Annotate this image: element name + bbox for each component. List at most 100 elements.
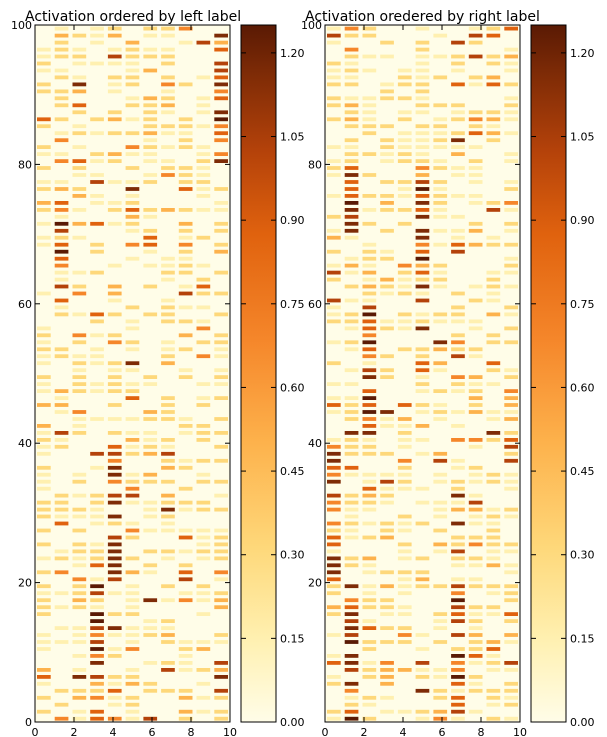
heatmap-cell: [486, 605, 501, 610]
heatmap-cell: [327, 472, 341, 477]
heatmap-cell: [214, 507, 228, 512]
heatmap-cell: [178, 570, 193, 575]
heatmap-cell: [54, 354, 69, 359]
heatmap-cell: [214, 96, 228, 101]
heatmap-cell: [433, 368, 448, 373]
heatmap-cell: [468, 145, 483, 149]
heatmap-cell: [37, 709, 51, 714]
heatmap-cell: [362, 354, 377, 359]
heatmap-cell: [143, 410, 158, 414]
heatmap-cell: [214, 82, 228, 87]
heatmap-cell: [451, 472, 465, 477]
heatmap-cell: [486, 563, 501, 568]
heatmap-cell: [178, 528, 193, 533]
heatmap-cell: [196, 458, 211, 463]
heatmap-cell: [344, 702, 359, 707]
heatmap-cell: [380, 194, 394, 198]
heatmap-cell: [54, 54, 69, 59]
heatmap-cell: [504, 117, 518, 122]
heatmap-cell: [362, 675, 377, 679]
heatmap-cell: [196, 493, 211, 498]
heatmap-cell: [486, 486, 501, 491]
heatmap-cell: [433, 507, 448, 512]
heatmap-cell: [344, 695, 359, 700]
heatmap-cell: [468, 75, 483, 80]
heatmap-cell: [433, 263, 448, 268]
heatmap-cell: [344, 612, 359, 616]
heatmap-cell: [433, 605, 448, 610]
heatmap-cell: [196, 535, 211, 540]
heatmap-cell: [196, 403, 211, 407]
heatmap-cell: [125, 221, 140, 226]
heatmap-cell: [468, 479, 483, 484]
heatmap-cell: [90, 201, 104, 205]
heatmap-cell: [161, 668, 175, 672]
heatmap-cell: [107, 598, 122, 603]
heatmap-cell: [468, 298, 483, 303]
colorbar-tick-label: 0.90: [280, 214, 305, 227]
heatmap-cell: [380, 410, 394, 414]
heatmap-cell: [451, 382, 465, 386]
heatmap-cell: [37, 221, 51, 226]
heatmap-cell: [37, 277, 51, 282]
heatmap-cell: [143, 54, 158, 59]
heatmap-cell: [72, 131, 87, 136]
heatmap-cell: [72, 598, 87, 603]
heatmap-cell: [54, 68, 69, 73]
heatmap-cell: [90, 681, 104, 686]
heatmap-cell: [380, 640, 394, 644]
heatmap-cell: [107, 702, 122, 707]
heatmap-cell: [107, 472, 122, 477]
heatmap-cell: [415, 228, 430, 233]
heatmap-cell: [54, 431, 69, 435]
heatmap-cell: [125, 340, 140, 345]
heatmap-cell: [362, 256, 377, 261]
heatmap-cell: [362, 96, 377, 101]
heatmap-cell: [143, 68, 158, 73]
heatmap-cell: [54, 702, 69, 707]
heatmap-cell: [327, 716, 341, 721]
heatmap-cell: [397, 403, 412, 407]
heatmap-cell: [344, 145, 359, 149]
heatmap-cell: [415, 354, 430, 359]
heatmap-cell: [504, 458, 518, 463]
heatmap-cell: [161, 626, 175, 630]
heatmap-cell: [90, 354, 104, 359]
heatmap-cell: [397, 465, 412, 470]
heatmap-cell: [344, 444, 359, 449]
heatmap-cell: [451, 145, 465, 149]
heatmap-cell: [468, 647, 483, 651]
heatmap-cell: [433, 187, 448, 191]
heatmap-cell: [143, 180, 158, 184]
heatmap-cell: [451, 152, 465, 156]
heatmap-cell: [178, 654, 193, 658]
heatmap-cell: [327, 96, 341, 101]
heatmap-cell: [143, 465, 158, 470]
heatmap-cell: [504, 640, 518, 644]
heatmap-cell: [433, 688, 448, 693]
heatmap-cell: [327, 528, 341, 533]
heatmap-cell: [504, 668, 518, 672]
heatmap-cell: [344, 438, 359, 442]
colorbar-tick-label: 0.45: [280, 465, 305, 478]
heatmap-cell: [37, 61, 51, 66]
heatmap-cell: [468, 563, 483, 568]
heatmap-cell: [72, 549, 87, 554]
heatmap-cell: [415, 410, 430, 414]
heatmap-cell: [125, 117, 140, 122]
heatmap-cell: [54, 221, 69, 226]
heatmap-cell: [90, 563, 104, 568]
heatmap-cell: [214, 709, 228, 714]
y-tick-label: 60: [308, 298, 322, 311]
heatmap-cell: [90, 709, 104, 714]
heatmap-cell: [415, 201, 430, 205]
heatmap-cell: [196, 277, 211, 282]
heatmap-cell: [468, 159, 483, 163]
heatmap-cell: [486, 26, 501, 31]
heatmap-cell: [415, 131, 430, 136]
heatmap-cell: [214, 549, 228, 554]
heatmap-cell: [54, 249, 69, 254]
heatmap-cell: [54, 403, 69, 407]
heatmap-cell: [90, 647, 104, 651]
heatmap-cell: [486, 479, 501, 484]
